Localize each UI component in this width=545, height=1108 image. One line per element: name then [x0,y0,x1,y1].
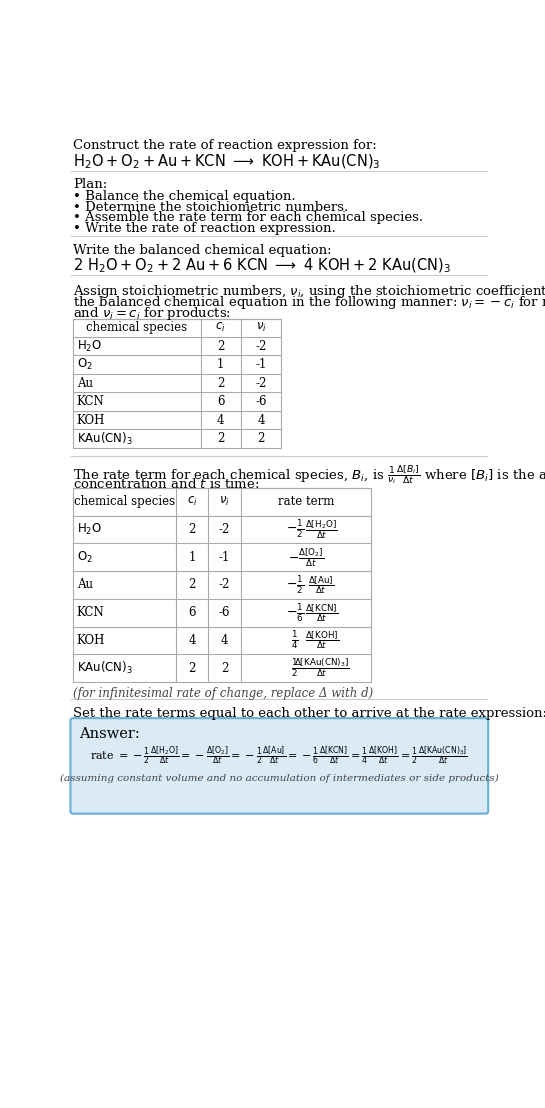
Text: Write the balanced chemical equation:: Write the balanced chemical equation: [73,244,331,257]
Text: 2: 2 [257,432,265,445]
Text: 2: 2 [189,523,196,536]
Text: • Determine the stoichiometric numbers.: • Determine the stoichiometric numbers. [73,201,348,214]
Text: 4: 4 [221,634,228,647]
Text: KCN: KCN [77,606,105,619]
Text: (assuming constant volume and no accumulation of intermediates or side products): (assuming constant volume and no accumul… [60,774,499,783]
Text: chemical species: chemical species [86,321,187,335]
Text: Construct the rate of reaction expression for:: Construct the rate of reaction expressio… [73,140,377,152]
Text: 2: 2 [217,340,225,352]
Bar [73,318,281,448]
Text: -6: -6 [219,606,231,619]
Text: $\mathrm{O_2}$: $\mathrm{O_2}$ [77,357,93,372]
Text: $\nu_i$: $\nu_i$ [219,495,230,509]
Text: $\frac{1}{2}$: $\frac{1}{2}$ [292,657,299,679]
Text: $c_i$: $c_i$ [187,495,197,509]
Text: $-\frac{1}{6}$: $-\frac{1}{6}$ [286,602,304,624]
Text: 4: 4 [257,413,265,427]
Text: -2: -2 [219,523,231,536]
Text: Au: Au [77,578,93,592]
Text: $\frac{\Delta[\mathrm{KCN}]}{\Delta t}$: $\frac{\Delta[\mathrm{KCN}]}{\Delta t}$ [305,602,338,624]
Text: $\mathrm{KAu(CN)_3}$: $\mathrm{KAu(CN)_3}$ [77,660,132,676]
Text: • Assemble the rate term for each chemical species.: • Assemble the rate term for each chemic… [73,212,423,225]
Text: Set the rate terms equal to each other to arrive at the rate expression:: Set the rate terms equal to each other t… [73,707,545,719]
Text: Au: Au [77,377,93,390]
Text: rate $= -\frac{1}{2}\frac{\Delta[\mathrm{H_2O}]}{\Delta t}= -\frac{\Delta[\mathr: rate $= -\frac{1}{2}\frac{\Delta[\mathrm… [90,745,468,768]
Text: Plan:: Plan: [73,178,107,192]
Text: • Balance the chemical equation.: • Balance the chemical equation. [73,189,295,203]
Text: -2: -2 [256,340,267,352]
Text: $\mathrm{H_2O}$: $\mathrm{H_2O}$ [77,522,102,537]
Text: (for infinitesimal rate of change, replace Δ with d): (for infinitesimal rate of change, repla… [73,687,373,699]
Text: rate term: rate term [278,495,334,509]
Text: Answer:: Answer: [79,727,140,740]
Text: 2: 2 [221,661,228,675]
Text: $c_i$: $c_i$ [215,321,226,335]
Text: $-\frac{\Delta[\mathrm{O_2}]}{\Delta t}$: $-\frac{\Delta[\mathrm{O_2}]}{\Delta t}$ [288,546,324,568]
Text: 4: 4 [189,634,196,647]
Text: concentration and $t$ is time:: concentration and $t$ is time: [73,478,259,491]
Text: $-\frac{1}{2}$: $-\frac{1}{2}$ [286,519,304,541]
Text: 2: 2 [189,661,196,675]
Text: $\frac{1}{4}$: $\frac{1}{4}$ [292,629,299,652]
Text: KCN: KCN [77,396,105,408]
Text: chemical species: chemical species [74,495,175,509]
Text: 6: 6 [217,396,225,408]
Text: 4: 4 [217,413,225,427]
Text: $\mathrm{H_2O + O_2 + Au + KCN\ \longrightarrow\ KOH + KAu(CN)_3}$: $\mathrm{H_2O + O_2 + Au + KCN\ \longrig… [73,152,380,171]
Text: KOH: KOH [77,413,105,427]
Text: The rate term for each chemical species, $B_i$, is $\frac{1}{\nu_i}\frac{\Delta[: The rate term for each chemical species,… [73,463,545,486]
Text: -1: -1 [256,358,267,371]
Text: Assign stoichiometric numbers, $\nu_i$, using the stoichiometric coefficients, $: Assign stoichiometric numbers, $\nu_i$, … [73,284,545,300]
FancyBboxPatch shape [70,718,488,813]
Text: -2: -2 [256,377,267,390]
Text: KOH: KOH [77,634,105,647]
Text: $\mathrm{2\ H_2O + O_2 + 2\ Au + 6\ KCN\ \longrightarrow\ 4\ KOH + 2\ KAu(CN)_3}: $\mathrm{2\ H_2O + O_2 + 2\ Au + 6\ KCN\… [73,257,451,275]
Text: $\mathrm{O_2}$: $\mathrm{O_2}$ [77,550,93,565]
Text: $\mathrm{KAu(CN)_3}$: $\mathrm{KAu(CN)_3}$ [77,431,132,447]
Text: $\nu_i$: $\nu_i$ [256,321,267,335]
Text: -2: -2 [219,578,231,592]
Text: 1: 1 [189,551,196,564]
Text: -1: -1 [219,551,231,564]
Text: -6: -6 [256,396,267,408]
Text: $\frac{\Delta[\mathrm{KAu(CN)_3}]}{\Delta t}$: $\frac{\Delta[\mathrm{KAu(CN)_3}]}{\Delt… [294,657,349,679]
Text: 2: 2 [217,377,225,390]
Text: 1: 1 [217,358,225,371]
Text: the balanced chemical equation in the following manner: $\nu_i = -c_i$ for react: the balanced chemical equation in the fo… [73,294,545,311]
Text: $\frac{\Delta[\mathrm{KOH}]}{\Delta t}$: $\frac{\Delta[\mathrm{KOH}]}{\Delta t}$ [305,629,338,652]
Bar [73,488,371,681]
Text: $\mathrm{H_2O}$: $\mathrm{H_2O}$ [77,339,102,353]
Text: 2: 2 [189,578,196,592]
Text: and $\nu_i = c_i$ for products:: and $\nu_i = c_i$ for products: [73,305,231,321]
Text: • Write the rate of reaction expression.: • Write the rate of reaction expression. [73,223,336,235]
Text: $-\frac{1}{2}$: $-\frac{1}{2}$ [286,574,304,596]
Text: 6: 6 [189,606,196,619]
Text: $\frac{\Delta[\mathrm{Au}]}{\Delta t}$: $\frac{\Delta[\mathrm{Au}]}{\Delta t}$ [308,574,335,596]
Text: 2: 2 [217,432,225,445]
Text: $\frac{\Delta[\mathrm{H_2O}]}{\Delta t}$: $\frac{\Delta[\mathrm{H_2O}]}{\Delta t}$ [305,519,338,541]
